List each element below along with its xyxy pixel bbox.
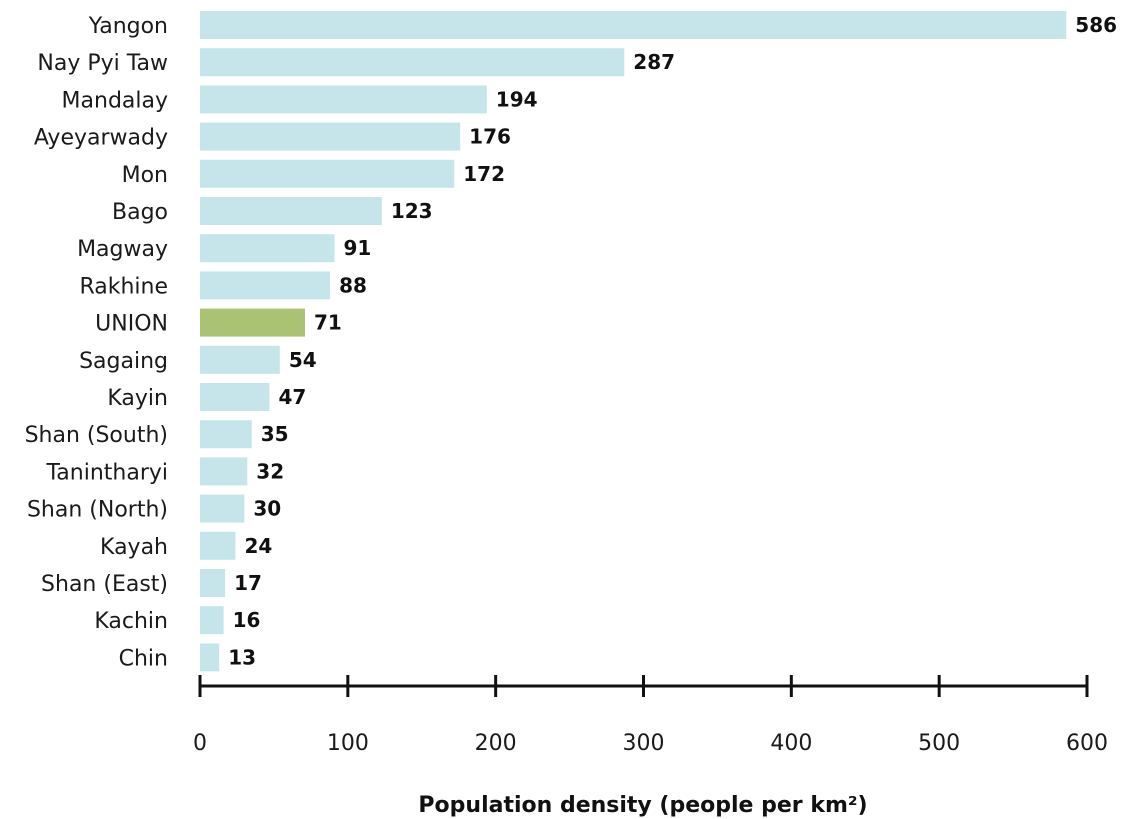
bar-union [200, 308, 305, 337]
value-label-mon: 172 [463, 162, 505, 186]
bar-sagaing [200, 345, 280, 374]
category-label-nay-pyi-taw: Nay Pyi Taw [37, 51, 168, 76]
x-axis: 0 100 200 300 400 500 600 [193, 675, 1108, 756]
category-labels: Yangon Nay Pyi Taw Mandalay Ayeyarwady Mon Ba… [25, 14, 168, 671]
category-label-mandalay: Mandalay [62, 88, 168, 113]
bar-mon [200, 159, 455, 188]
value-label-kachin: 16 [233, 608, 261, 632]
bar-shan-north [200, 494, 245, 523]
value-label-yangon: 586 [1075, 13, 1117, 37]
bar-shan-south [200, 420, 252, 449]
bar-kayah [200, 531, 236, 560]
x-axis-title: Population density (people per km²) [418, 793, 867, 818]
value-label-kayah: 24 [244, 534, 272, 558]
bar-magway [200, 234, 335, 263]
x-tick-label-100: 100 [327, 731, 369, 756]
value-label-tanintharyi: 32 [256, 459, 284, 483]
bar-nay-pyi-taw [200, 48, 625, 77]
x-tick-label-500: 500 [918, 731, 960, 756]
x-tick-label-0: 0 [193, 731, 207, 756]
bar-mandalay [200, 85, 487, 114]
category-label-kayin: Kayin [107, 386, 168, 411]
value-label-kayin: 47 [278, 385, 306, 409]
value-label-shan-north: 30 [253, 497, 281, 521]
bar-kachin [200, 606, 224, 635]
value-label-rakhine: 88 [339, 273, 367, 297]
category-label-yangon: Yangon [88, 14, 168, 39]
x-tick-label-600: 600 [1066, 731, 1108, 756]
value-label-shan-south: 35 [261, 422, 289, 446]
category-label-kayah: Kayah [100, 535, 168, 560]
category-label-sagaing: Sagaing [79, 349, 168, 374]
category-label-magway: Magway [77, 237, 168, 262]
category-label-tanintharyi: Tanintharyi [45, 460, 168, 485]
value-label-sagaing: 54 [289, 348, 317, 372]
category-label-ayeyarwady: Ayeyarwady [34, 126, 168, 151]
value-label-chin: 13 [228, 645, 256, 669]
value-label-ayeyarwady: 176 [469, 125, 511, 149]
value-label-shan-east: 17 [234, 571, 262, 595]
bar-rakhine [200, 271, 331, 300]
value-label-union: 71 [314, 311, 342, 335]
x-tick-label-300: 300 [623, 731, 665, 756]
category-label-mon: Mon [122, 163, 168, 188]
value-label-nay-pyi-taw: 287 [633, 50, 675, 74]
bar-bago [200, 197, 382, 225]
value-labels: 586 287 194 176 172 123 91 88 71 54 47 35 32 30 24 17 16… [228, 13, 1117, 669]
category-label-shan-south: Shan (South) [25, 423, 168, 448]
x-tick-label-400: 400 [770, 731, 812, 756]
category-label-rakhine: Rakhine [79, 274, 168, 299]
value-label-magway: 91 [344, 236, 372, 260]
bar-tanintharyi [200, 457, 248, 486]
bar-yangon [200, 11, 1067, 39]
bar-ayeyarwady [200, 122, 461, 151]
category-label-shan-east: Shan (East) [41, 572, 168, 597]
category-label-bago: Bago [112, 200, 168, 225]
value-label-mandalay: 194 [496, 87, 538, 111]
bar-shan-east [200, 569, 226, 597]
value-label-bago: 123 [391, 199, 433, 223]
category-label-union: UNION [95, 312, 168, 337]
category-label-kachin: Kachin [94, 609, 168, 634]
category-label-chin: Chin [119, 646, 168, 671]
bar-kayin [200, 383, 270, 411]
category-label-shan-north: Shan (North) [27, 498, 168, 523]
bar-chin [200, 643, 220, 672]
x-tick-label-200: 200 [475, 731, 517, 756]
bars-group [200, 11, 1067, 672]
